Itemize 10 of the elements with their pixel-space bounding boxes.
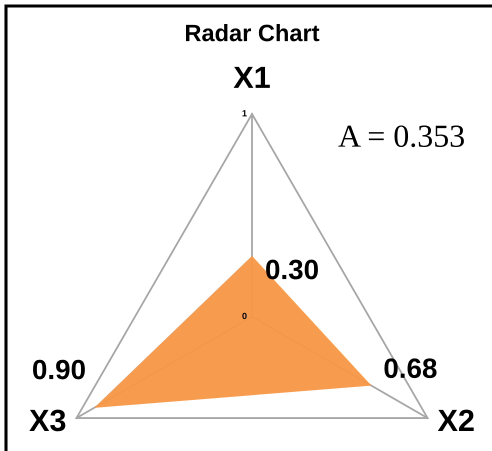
spoke-label: X1 — [234, 66, 270, 88]
data-label: 0.30 — [266, 260, 318, 280]
y-tick-label: 1 — [242, 110, 247, 116]
y-tick-label: 0 — [242, 312, 247, 320]
chart-title: Radar Chart — [186, 24, 320, 42]
spoke-label: X3 — [29, 410, 66, 432]
data-label: 0.90 — [33, 360, 85, 380]
data-label: 0.68 — [384, 358, 437, 378]
spoke-label: X2 — [438, 410, 474, 431]
text: A = 0.353 — [338, 125, 464, 148]
